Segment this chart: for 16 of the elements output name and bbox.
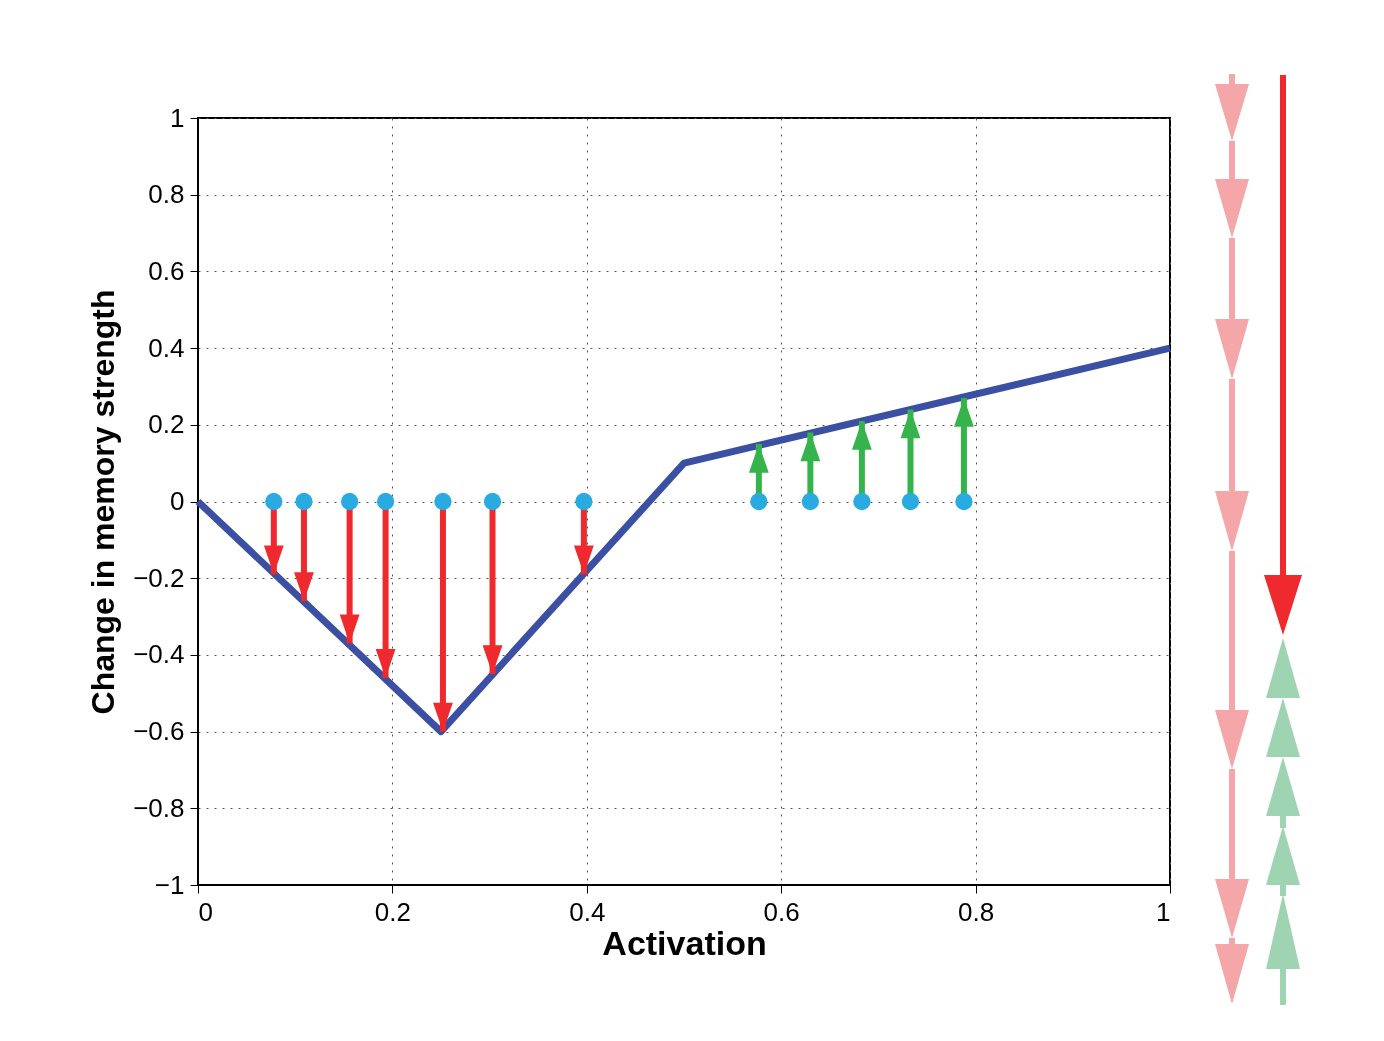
x-tick-label: 0 — [198, 896, 213, 927]
y-tick-label: 0 — [170, 486, 185, 516]
y-tick-label: 0.6 — [148, 255, 185, 286]
y-tick-label: 0.8 — [148, 179, 185, 210]
x-tick-label: 1 — [1156, 896, 1171, 927]
y-tick-label: −0.2 — [133, 562, 185, 593]
y-tick-label: −0.8 — [133, 792, 185, 823]
y-tick-label: 0.4 — [148, 332, 185, 363]
y-tick-label: 0.2 — [148, 409, 185, 440]
y-tick-label: −0.6 — [133, 716, 185, 747]
y-tick-label: 1 — [170, 102, 185, 133]
x-tick-label: 0.8 — [958, 896, 995, 927]
y-axis-title: Change in memory strength — [85, 289, 122, 715]
x-tick-label: 0.2 — [374, 896, 411, 927]
y-tick-label: −0.4 — [133, 639, 185, 670]
y-tick-label: −1 — [154, 869, 185, 900]
